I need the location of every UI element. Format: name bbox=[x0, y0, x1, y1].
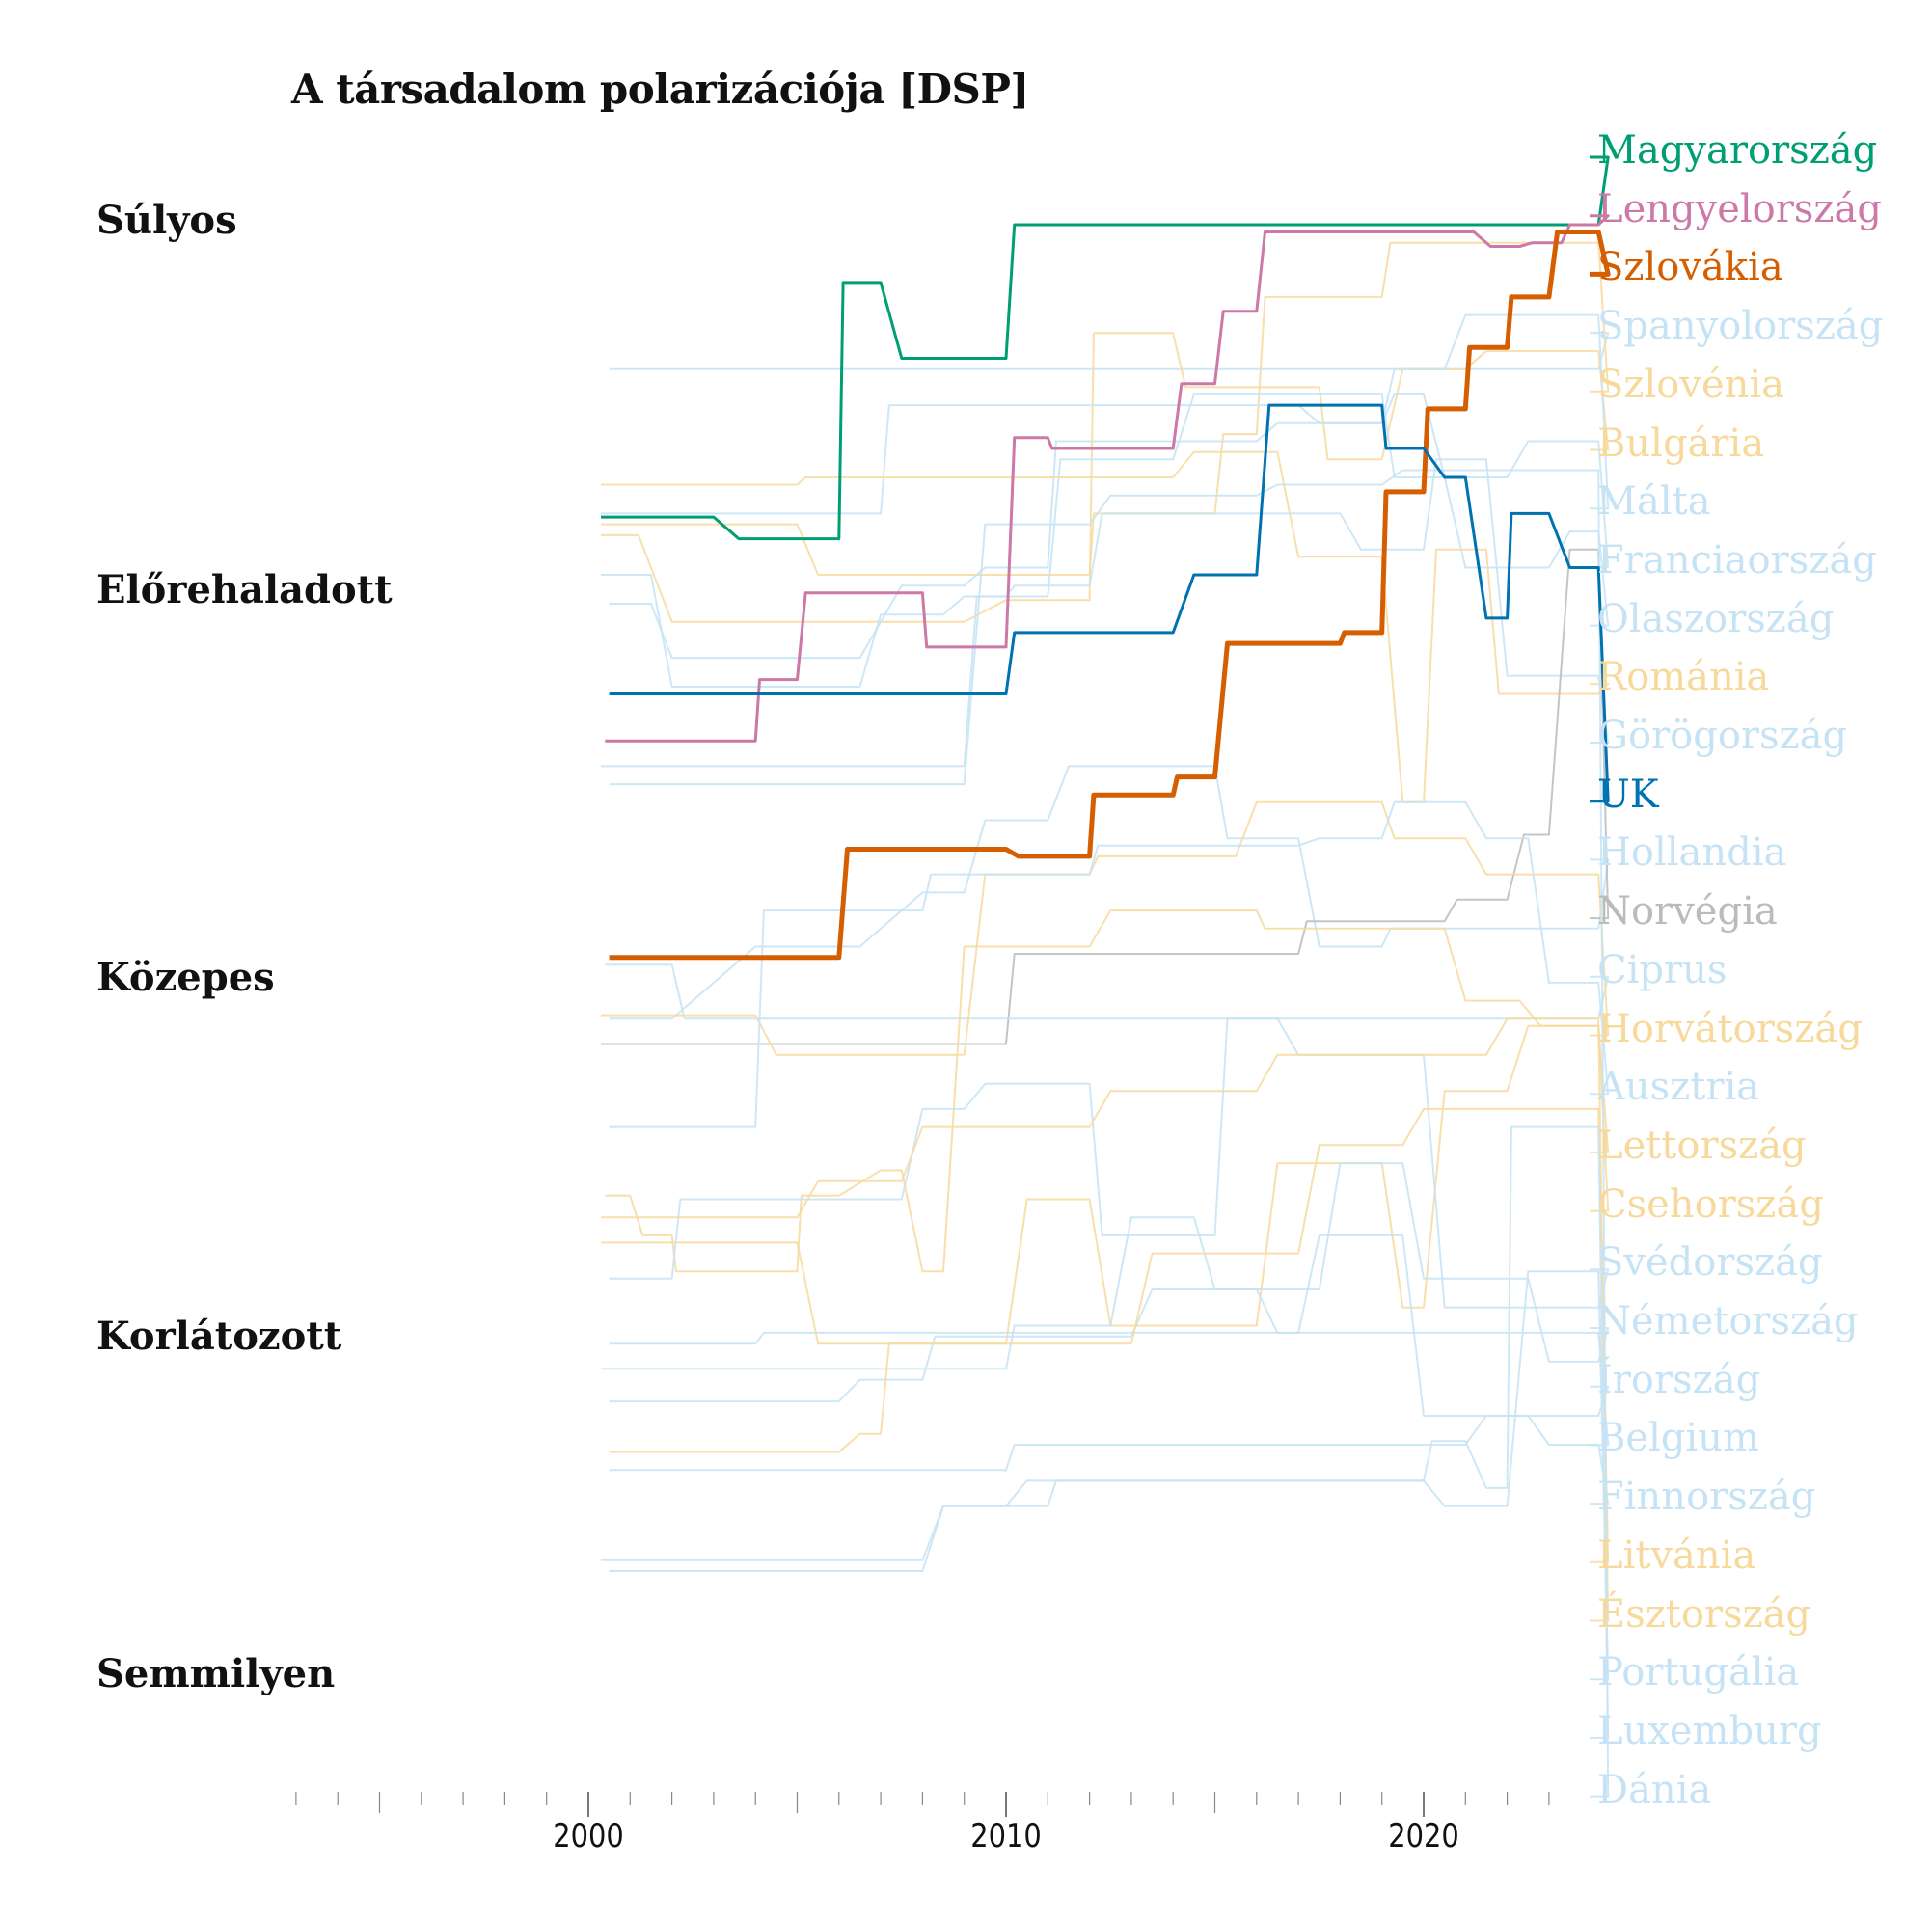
series-line-svedorszag bbox=[609, 1017, 1610, 1309]
series-line-horvatorszag bbox=[601, 800, 1610, 1056]
series-line-nemetorszag bbox=[601, 1162, 1610, 1370]
legend-label-svedorszag: Svédország bbox=[1597, 1240, 1823, 1286]
legend-label-szlovenia: Szlovénia bbox=[1597, 362, 1785, 407]
legend-label-lettorszag: Lettország bbox=[1597, 1123, 1807, 1168]
x-tick-label-2000: 2000 bbox=[553, 1817, 624, 1856]
legend-label-dania: Dánia bbox=[1597, 1767, 1712, 1812]
legend-label-bulgaria: Bulgária bbox=[1597, 420, 1765, 466]
series-line-dania bbox=[609, 469, 1610, 1798]
legend-label-norvegia: Norvégia bbox=[1597, 889, 1778, 935]
legend-label-lengyelorszag: Lengyelország bbox=[1597, 186, 1882, 231]
series-line-franciaorszag bbox=[609, 393, 1610, 660]
y-level-label-advanced: Előrehaladott bbox=[96, 567, 393, 612]
y-level-label-none: Semmilyen bbox=[96, 1651, 336, 1696]
legend-label-hollandia: Hollandia bbox=[1597, 830, 1787, 876]
x-tick-label-2020: 2020 bbox=[1388, 1817, 1459, 1856]
legend-label-luxemburg: Luxemburg bbox=[1597, 1708, 1822, 1753]
y-level-label-limited: Korlátozott bbox=[96, 1314, 342, 1359]
legend-label-litvania: Litvánia bbox=[1597, 1532, 1756, 1578]
series-line-hollandia bbox=[609, 765, 1610, 1020]
legend-label-ausztria: Ausztria bbox=[1597, 1065, 1760, 1110]
series-line-magyarorszag bbox=[601, 155, 1610, 541]
legend-label-ciprus: Ciprus bbox=[1597, 947, 1728, 992]
legend-label-olaszorszag: Olaszország bbox=[1597, 596, 1835, 641]
legend-label-csehorszag: Csehország bbox=[1597, 1181, 1824, 1227]
series-line-bulgaria bbox=[601, 332, 1610, 623]
series-line-malta bbox=[601, 313, 1610, 515]
legend-label-horvatorszag: Horvátország bbox=[1597, 1006, 1863, 1051]
legend-label-irorszag: Írország bbox=[1597, 1357, 1761, 1402]
legend-label-portugalia: Portugália bbox=[1597, 1650, 1800, 1695]
series-line-szlovakia bbox=[609, 230, 1611, 961]
series-line-belgium bbox=[609, 1288, 1610, 1447]
series-line-norvegia bbox=[601, 548, 1610, 1045]
series-line-luxemburg bbox=[609, 1125, 1610, 1739]
series-line-finnorszag bbox=[609, 1415, 1610, 1505]
chart-title: A társadalom polarizációja [DSP] bbox=[291, 66, 1029, 113]
legend-label-szlovakia: Szlovákia bbox=[1597, 245, 1783, 290]
legend-label-magyarorszag: Magyarország bbox=[1597, 128, 1878, 173]
legend-label-romania: Románia bbox=[1597, 655, 1770, 700]
series-line-uk bbox=[609, 403, 1610, 803]
series-line-esztorszag bbox=[601, 1017, 1610, 1622]
legend-label-malta: Málta bbox=[1597, 479, 1711, 525]
series-line-gorogorszag bbox=[601, 458, 1610, 768]
series-line-szlovenia bbox=[601, 241, 1610, 576]
legend-label-finnorszag: Finnország bbox=[1597, 1475, 1816, 1520]
legend-label-franciaorszag: Franciaország bbox=[1597, 537, 1877, 583]
series-line-csehorszag bbox=[601, 1024, 1610, 1345]
legend-label-uk: UK bbox=[1597, 772, 1659, 817]
series-line-litvania bbox=[609, 1107, 1610, 1563]
series-line-olaszorszag bbox=[601, 393, 1610, 688]
series-line-ausztria bbox=[609, 800, 1610, 1128]
legend-label-gorogorszag: Görögország bbox=[1597, 714, 1848, 758]
series-line-spanyolorszag bbox=[609, 332, 1610, 370]
legend-label-esztorszag: Észtország bbox=[1597, 1591, 1811, 1637]
y-level-label-moderate: Közepes bbox=[96, 955, 275, 1000]
legend-label-belgium: Belgium bbox=[1597, 1416, 1759, 1461]
legend-label-spanyolorszag: Spanyolország bbox=[1597, 304, 1884, 349]
y-level-label-severe: Súlyos bbox=[96, 198, 237, 243]
x-tick-label-2010: 2010 bbox=[970, 1817, 1042, 1856]
legend-label-nemetorszag: Németország bbox=[1597, 1299, 1859, 1343]
